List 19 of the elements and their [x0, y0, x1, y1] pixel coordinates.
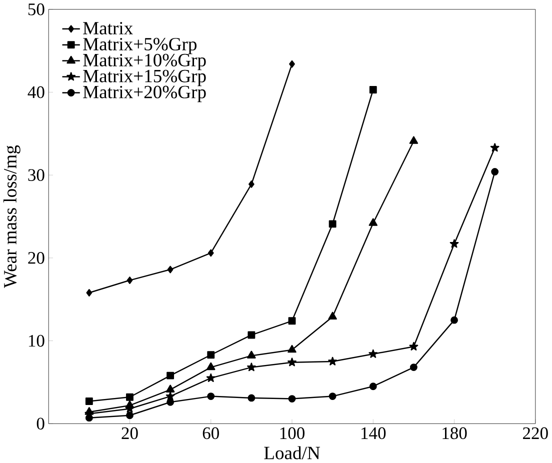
- x-tick-label: 20: [122, 427, 138, 440]
- x-tick-label: 100: [280, 427, 304, 440]
- legend-label: Matrix+20%Grp: [83, 86, 206, 102]
- legend-label: Matrix+10%Grp: [83, 54, 206, 70]
- legend-label: Matrix: [83, 22, 133, 35]
- x-tick-label: 180: [442, 427, 467, 440]
- y-tick-label: 20: [28, 252, 44, 264]
- y-tick-label: 0: [36, 418, 44, 430]
- legend-label: Matrix+5%Grp: [83, 38, 197, 54]
- x-tick-label: 140: [362, 427, 386, 440]
- y-tick-label: 50: [28, 4, 44, 16]
- x-axis-title: Load/N: [264, 446, 320, 460]
- y-tick-label: 30: [28, 169, 44, 182]
- y-axis-title: Wear mass loss/mg: [3, 146, 20, 288]
- x-tick-label: 220: [523, 427, 548, 440]
- y-tick-label: 40: [28, 86, 44, 98]
- y-tick-label: 10: [28, 335, 44, 347]
- legend-label: Matrix+15%Grp: [83, 70, 206, 86]
- x-tick-label: 60: [202, 427, 219, 440]
